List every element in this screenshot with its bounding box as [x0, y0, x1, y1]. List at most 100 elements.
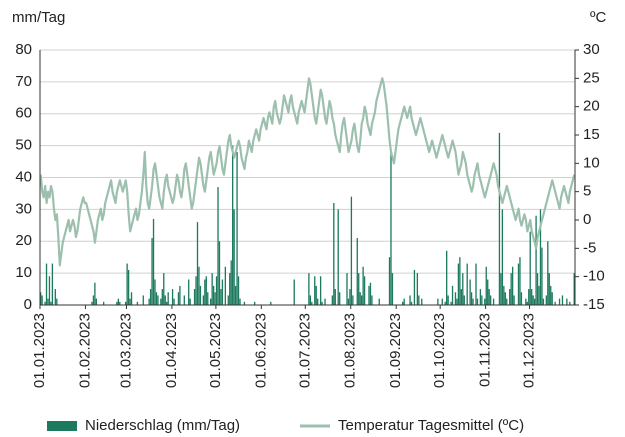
bar — [402, 301, 404, 305]
bar — [319, 276, 322, 305]
bar — [476, 298, 479, 305]
bar — [179, 285, 181, 305]
bar — [533, 298, 536, 305]
bar — [148, 298, 150, 305]
bar — [463, 295, 465, 305]
y-tick-label: 80 — [15, 41, 32, 58]
y-tick-label: 10 — [15, 264, 32, 281]
bar — [520, 292, 523, 305]
bar — [270, 301, 272, 305]
bar — [130, 292, 133, 305]
bar — [119, 301, 121, 305]
x-tick-label: 01.09.2023 — [387, 313, 404, 388]
bar — [460, 289, 462, 305]
bar — [196, 222, 199, 305]
bar — [211, 273, 213, 305]
bar — [125, 301, 127, 305]
bar — [525, 298, 527, 305]
bar — [160, 298, 162, 305]
bar — [229, 273, 231, 305]
bar — [519, 257, 521, 305]
bar — [506, 298, 508, 305]
bar — [454, 292, 457, 305]
bar — [481, 295, 483, 305]
bar — [510, 273, 512, 305]
bar — [321, 301, 323, 305]
bar — [371, 295, 373, 305]
bar — [504, 292, 506, 305]
bar — [56, 298, 58, 305]
y2-tick-label: 0 — [583, 211, 591, 228]
bar — [116, 301, 118, 305]
bar — [513, 295, 515, 305]
bar — [457, 263, 460, 305]
bar — [48, 276, 51, 305]
bar — [472, 298, 474, 305]
bar — [573, 273, 575, 305]
bar — [500, 273, 502, 305]
bar — [501, 209, 504, 305]
x-tick-label: 01.07.2023 — [296, 313, 313, 388]
bar — [198, 266, 200, 305]
bar — [154, 279, 156, 305]
bar — [446, 250, 448, 305]
x-tick-label: 01.08.2023 — [342, 313, 359, 388]
bar — [210, 298, 212, 305]
bar — [333, 203, 335, 305]
line — [39, 77, 576, 267]
legend-label: Temperatur Tagesmittel (ºC) — [338, 417, 524, 434]
bar — [161, 289, 163, 305]
bar — [331, 295, 334, 305]
bar — [388, 257, 391, 305]
bar — [538, 285, 540, 305]
bar — [484, 298, 486, 305]
x-tick-label: 01.04.2023 — [163, 313, 180, 388]
bar — [390, 152, 392, 305]
x-tick-label: 01.06.2023 — [252, 313, 269, 388]
bar — [50, 301, 52, 305]
bar — [189, 298, 191, 305]
bar — [447, 295, 449, 305]
y-tick-label: 60 — [15, 105, 32, 122]
bar — [202, 295, 205, 305]
bar — [441, 298, 443, 305]
bar — [475, 263, 477, 305]
bar — [233, 209, 235, 305]
bar — [51, 263, 54, 305]
bar — [44, 301, 46, 305]
bar — [94, 282, 96, 305]
bar — [542, 298, 545, 305]
bar — [308, 273, 310, 305]
bar — [532, 295, 534, 305]
bar — [362, 266, 364, 305]
x-tick-label: 01.02.2023 — [76, 313, 93, 388]
bar — [199, 285, 202, 305]
x-tick-label: 01.12.2023 — [521, 313, 538, 388]
bar — [183, 295, 185, 305]
y-tick-label: 0 — [24, 296, 32, 313]
bar — [368, 285, 370, 305]
bar — [149, 289, 152, 305]
bar — [479, 289, 482, 305]
y-tick-label: 20 — [15, 232, 32, 249]
bar — [195, 276, 197, 305]
bar — [459, 257, 461, 305]
bar — [204, 279, 206, 305]
bar — [151, 238, 153, 305]
bar — [337, 209, 339, 305]
bar — [45, 263, 48, 305]
bar — [350, 196, 353, 305]
bar — [545, 295, 548, 305]
bar — [237, 276, 240, 305]
x-tick-label: 01.11.2023 — [477, 313, 494, 387]
legend: Niederschlag (mm/Tag) Temperatur Tagesmit… — [47, 417, 524, 434]
bar — [157, 295, 159, 305]
bar — [212, 285, 215, 305]
bar — [311, 301, 313, 305]
y-tick-label: 40 — [15, 168, 32, 185]
bar — [450, 301, 452, 305]
y2-tick-label: 25 — [583, 69, 600, 86]
bar — [129, 298, 131, 305]
bar — [531, 289, 533, 305]
